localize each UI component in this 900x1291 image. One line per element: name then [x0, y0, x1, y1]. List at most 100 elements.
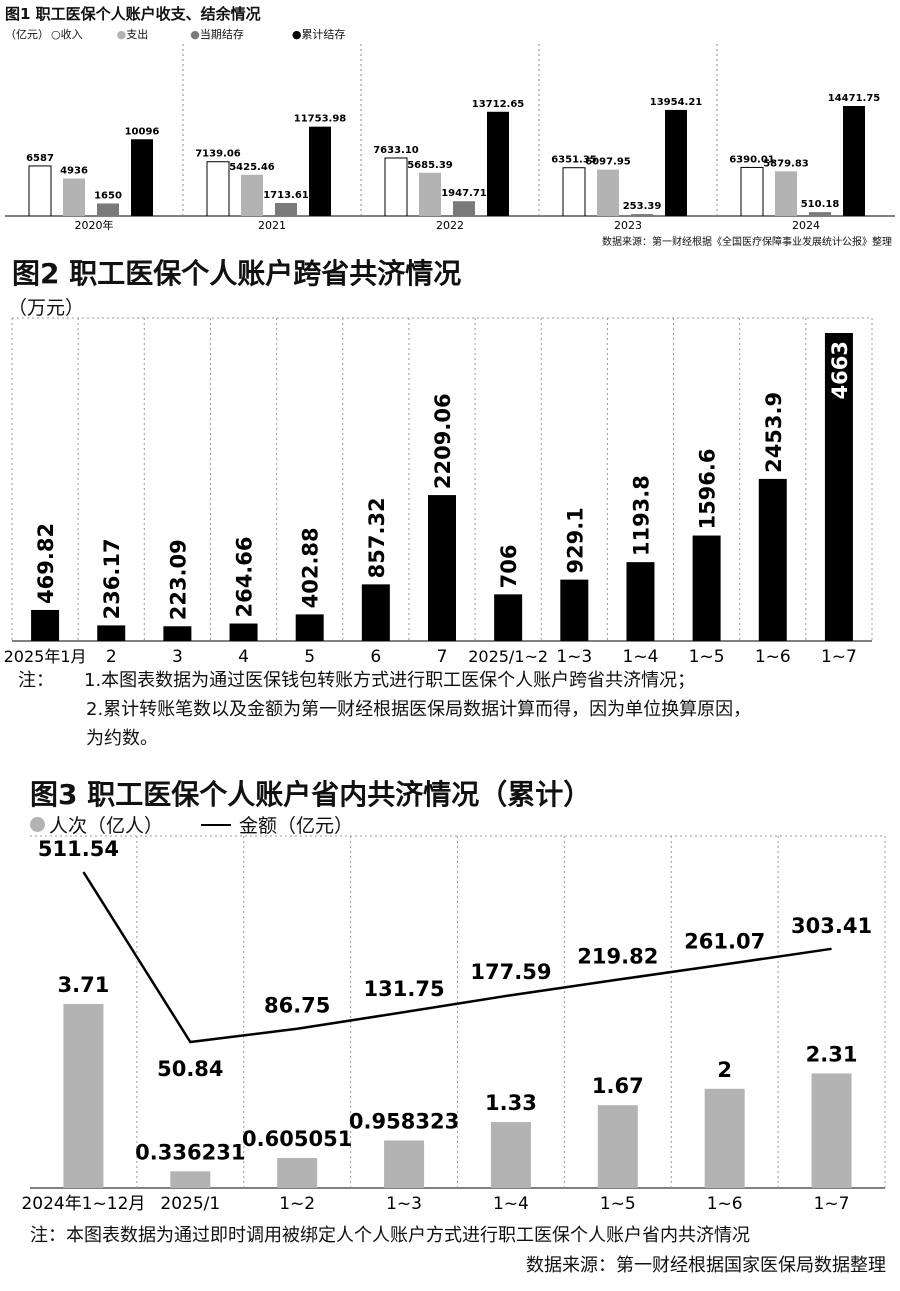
legend-amount-line-icon [201, 823, 232, 826]
fig1-bar [843, 106, 865, 216]
fig2-bar-value-label: 223.09 [166, 539, 190, 620]
fig3-x-tick-label: 1~5 [600, 1194, 636, 1214]
fig1-x-tick-label: 2023 [614, 219, 642, 232]
fig3-line-value-label: 219.82 [577, 945, 658, 969]
fig2-note-2: 2.累计转账笔数以及金额为第一财经根据医保局数据计算而得，因为单位换算原因， [86, 699, 752, 720]
fig2-bar [295, 614, 324, 641]
fig2-x-tick-label: 5 [304, 647, 315, 667]
fig3-source: 数据来源：第一财经根据国家医保局数据整理 [526, 1255, 886, 1276]
fig3-x-tick-label: 1~3 [386, 1194, 422, 1214]
legend-cumulative-marker-icon: ● [291, 28, 302, 41]
fig1-title: 图1 职工医保个人账户收支、结余情况 [5, 5, 261, 23]
fig1-bar [665, 109, 687, 216]
fig2-chart: 469.82 2025年1月 236.17 2 223.09 3 264.66 4 402.88… [4, 317, 873, 667]
fig3-bar [597, 1105, 638, 1188]
fig3-bar-value-label: 2 [717, 1058, 732, 1082]
fig3-bar [704, 1088, 745, 1188]
fig2-bar-value-label: 402.88 [299, 527, 323, 608]
fig1-bar-value-label: 510.18 [801, 199, 840, 210]
fig1-bar-value-label: 6097.95 [585, 157, 631, 168]
fig1-bar-value-label: 5879.83 [763, 158, 809, 169]
fig3-amount-line [82, 871, 832, 1044]
fig2-bar [560, 579, 589, 641]
fig2-bar-value-label: 2453.9 [762, 392, 786, 473]
fig2-bar [824, 333, 853, 641]
fig1-bar [775, 171, 797, 216]
fig1-bar [97, 203, 119, 216]
fig2-notes: 注： 1.本图表数据为通过医保钱包转账方式进行职工医保个人账户跨省共济情况； 2.… [18, 666, 751, 753]
fig2-bar [494, 594, 523, 641]
fig2-bar [31, 609, 60, 641]
fig3-bar-value-label: 0.958323 [349, 1109, 459, 1133]
fig1-bar [419, 172, 441, 216]
fig2-bar-value-label: 236.17 [100, 538, 124, 619]
fig2-note-prefix: 注： [18, 670, 54, 691]
fig3-line-value-label: 50.84 [157, 1057, 223, 1081]
fig3-x-tick-label: 1~4 [493, 1194, 529, 1214]
fig1-bar-value-label: 253.39 [623, 201, 662, 212]
fig1-bar [487, 111, 509, 216]
fig2-bar-value-label: 2209.06 [431, 393, 455, 489]
fig1-bar-value-label: 4936 [60, 165, 88, 176]
legend-people-dot-icon [30, 817, 45, 832]
fig3-bar-value-label: 0.605051 [242, 1127, 352, 1151]
fig1-bar-value-label: 5425.46 [229, 162, 275, 173]
fig1-bar-value-label: 1713.61 [263, 190, 309, 201]
fig2-bar-value-label: 264.66 [233, 536, 257, 617]
fig3-x-tick-label: 1~7 [814, 1194, 850, 1214]
fig3-legend: 人次（亿人） 金额（亿元） [30, 811, 353, 838]
fig1-bar [809, 212, 831, 216]
fig1-x-tick-label: 2020年 [75, 218, 114, 232]
fig2-bar-value-label: 469.82 [34, 523, 58, 604]
fig2-bar [758, 478, 787, 641]
fig2-note-3: 为约数。 [86, 728, 158, 749]
fig2-x-tick-label: 2025/1~2 [468, 647, 548, 666]
fig3-x-tick-label: 1~6 [707, 1194, 743, 1214]
fig2-x-tick-label: 3 [172, 647, 183, 667]
fig2-bar-value-label: 706 [497, 545, 521, 589]
fig1-bar-value-label: 6390.01 [729, 154, 775, 165]
fig1-unit: （亿元） [5, 28, 49, 41]
fig2-x-tick-label: 1~7 [821, 647, 857, 667]
fig2-bar-value-label: 4663 [828, 341, 852, 399]
fig2-x-tick-label: 1~5 [689, 647, 725, 667]
fig2-x-tick-label: 2025年1月 [4, 647, 87, 666]
fig2-bar [97, 625, 126, 641]
fig2-bar-value-label: 1193.8 [629, 475, 653, 556]
legend-period-balance: ●当期结存 [190, 28, 244, 41]
legend-income: ○收入 [51, 28, 83, 41]
legend-expense: ●支出 [116, 28, 149, 41]
fig1-bar-value-label: 6587 [26, 153, 54, 164]
fig2-bar [428, 495, 456, 641]
fig3-line-value-label: 177.59 [470, 960, 551, 984]
fig1-bar [597, 169, 619, 216]
fig1-bar-value-label: 13954.21 [650, 97, 703, 108]
fig3-line-value-label: 303.41 [791, 914, 872, 938]
legend-people-label: 人次（亿人） [49, 815, 164, 837]
fig3-bar [277, 1157, 318, 1188]
fig3-bar-value-label: 1.33 [485, 1091, 537, 1115]
fig1-bar-value-label: 14471.75 [828, 93, 881, 104]
fig1-bar-value-label: 7633.10 [373, 145, 419, 156]
fig1-x-tick-label: 2024 [792, 219, 820, 232]
fig2-x-tick-label: 6 [370, 647, 381, 667]
fig1-source: 数据来源：第一财经根据《全国医疗保障事业发展统计公报》整理 [602, 237, 892, 248]
fig1-bar [131, 139, 153, 216]
fig1-bar-value-label: 6351.35 [551, 155, 597, 166]
fig3-bar [384, 1140, 425, 1188]
fig3-line-value-label: 511.54 [38, 837, 119, 861]
fig3-bar [811, 1073, 852, 1188]
fig1-x-tick-label: 2022 [436, 219, 464, 232]
fig1-bar [63, 178, 85, 216]
fig1-legend: （亿元） ○收入 ●支出 ●当期结存 ●累计结存 [5, 26, 345, 42]
fig3-note: 注：本图表数据为通过即时调用被绑定人个人账户方式进行职工医保个人账户省内共济情况 [30, 1225, 750, 1246]
fig1-bar-value-label: 1650 [94, 190, 122, 201]
fig2-title: 图2 职工医保个人账户跨省共济情况 [12, 257, 462, 290]
fig1-bar-value-label: 1947.71 [441, 188, 487, 199]
legend-amount-label: 金额（亿元） [239, 815, 354, 837]
fig3-bar [63, 1004, 104, 1188]
fig2-bar-value-label: 1596.6 [696, 448, 720, 529]
fig2-x-tick-label: 7 [437, 647, 448, 667]
fig2-bar [229, 623, 258, 641]
fig3-line-value-label: 131.75 [364, 977, 445, 1001]
